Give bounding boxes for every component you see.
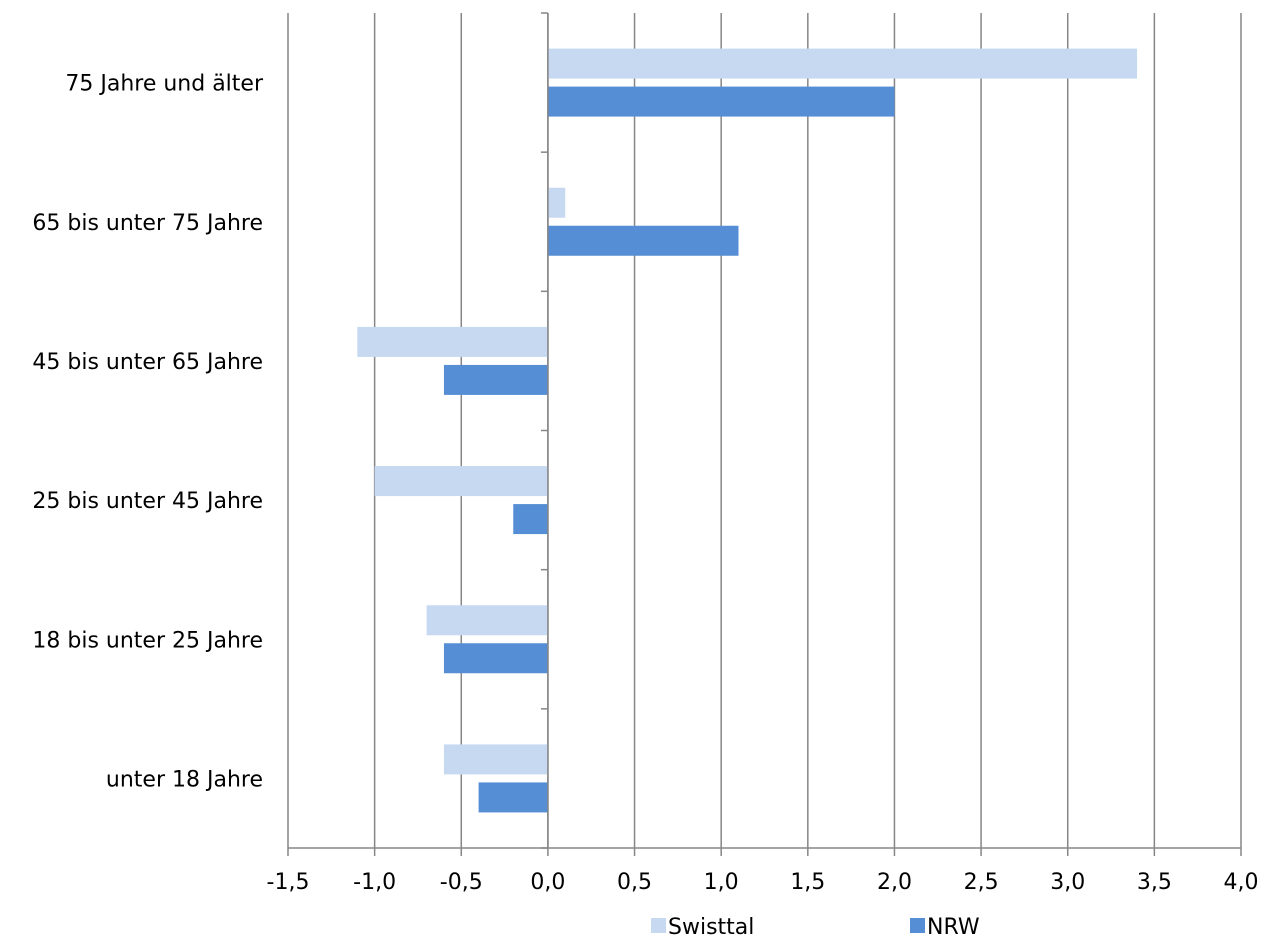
bar-swisttal xyxy=(426,605,548,636)
x-tick-label: 4,0 xyxy=(1224,870,1259,895)
legend-swatch-nrw xyxy=(910,918,925,933)
x-tick-label: -0,5 xyxy=(440,870,483,895)
x-tick-label: 2,0 xyxy=(877,870,912,895)
category-label: 25 bis unter 45 Jahre xyxy=(32,489,263,514)
bars xyxy=(357,48,1138,813)
bar-nrw xyxy=(513,504,548,535)
x-tick-label: -1,5 xyxy=(267,870,310,895)
category-label: 75 Jahre und älter xyxy=(65,72,264,97)
x-tick-label: 1,5 xyxy=(790,870,825,895)
x-tick-label: 0,5 xyxy=(617,870,652,895)
bar-nrw xyxy=(547,225,739,256)
x-tick-label: 0,0 xyxy=(530,870,565,895)
legend: Swisttal NRW xyxy=(651,915,980,940)
bar-swisttal xyxy=(374,466,548,497)
legend-swatch-swisttal xyxy=(651,918,666,933)
bar-nrw xyxy=(443,364,548,395)
bar-nrw xyxy=(478,782,548,813)
labels: -1,5 -1,0 -0,5 0,0 0,5 1,0 1,5 2,0 2,5 3,0 3,5 4,0 7… xyxy=(32,72,1258,895)
x-tick-label: -1,0 xyxy=(353,870,396,895)
category-label: 18 bis unter 25 Jahre xyxy=(32,628,263,653)
category-label: 45 bis unter 65 Jahre xyxy=(32,350,263,375)
bar-nrw xyxy=(443,643,548,674)
legend-label-nrw: NRW xyxy=(927,915,980,940)
bar-swisttal xyxy=(547,187,566,218)
axes xyxy=(287,12,1242,856)
x-tick-label: 1,0 xyxy=(704,870,739,895)
legend-label-swisttal: Swisttal xyxy=(668,915,754,940)
bar-nrw xyxy=(547,86,895,117)
x-tick-label: 3,5 xyxy=(1137,870,1172,895)
bar-swisttal xyxy=(443,744,548,775)
category-label: 65 bis unter 75 Jahre xyxy=(32,211,263,236)
gridlines xyxy=(287,13,1242,848)
x-tick-label: 2,5 xyxy=(964,870,999,895)
x-tick-label: 3,0 xyxy=(1050,870,1085,895)
bar-swisttal xyxy=(357,326,548,357)
category-label: unter 18 Jahre xyxy=(106,767,263,792)
bar-swisttal xyxy=(547,48,1138,79)
